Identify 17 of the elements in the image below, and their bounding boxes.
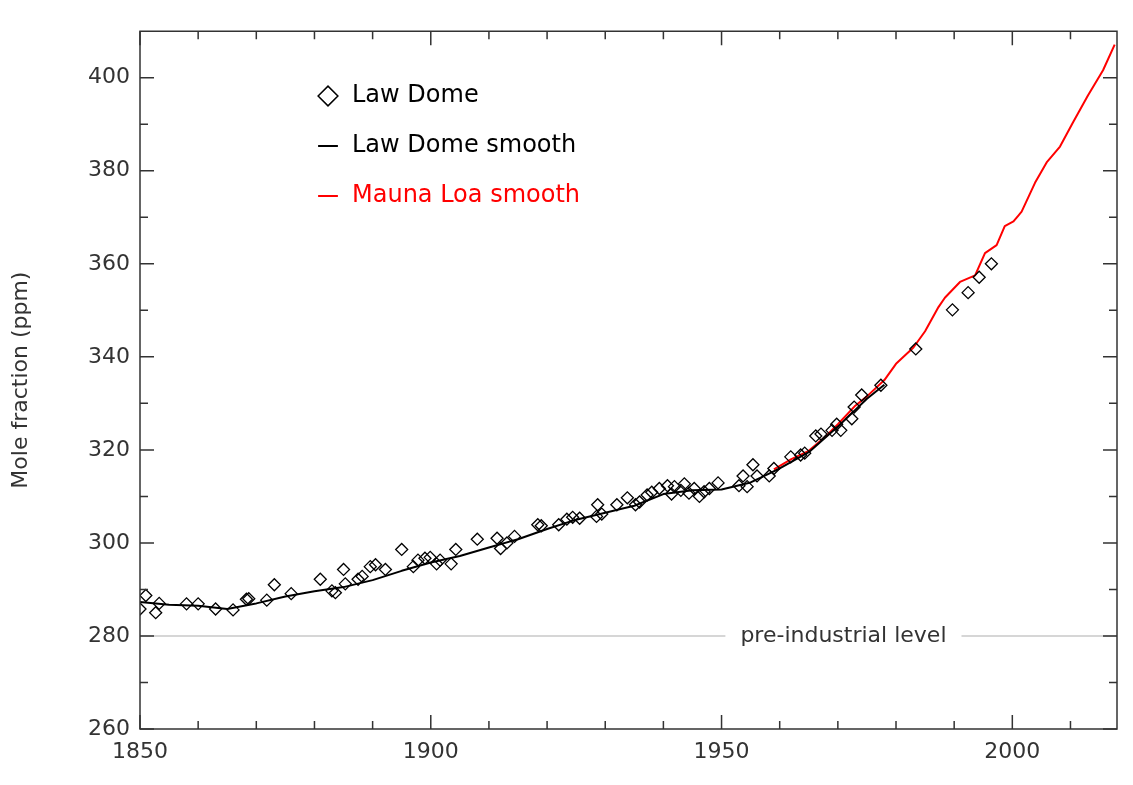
legend-label: Law Dome [352, 80, 479, 109]
y-tick-label: 380 [88, 156, 130, 182]
x-tick-label: 1900 [402, 737, 459, 763]
y-axis-title: Mole fraction (ppm) [6, 271, 32, 489]
y-tick-label: 400 [88, 63, 130, 89]
legend-label: Mauna Loa smooth [352, 180, 581, 209]
x-tick-label: 1950 [693, 737, 750, 763]
ref-line-label: pre-industrial level [740, 621, 947, 647]
x-tick-label: 2000 [984, 737, 1041, 763]
y-tick-label: 320 [88, 435, 130, 461]
y-tick-label: 260 [88, 714, 130, 740]
y-tick-label: 300 [88, 528, 130, 554]
y-tick-label: 280 [88, 621, 130, 647]
x-tick-label: 1850 [112, 737, 168, 763]
y-tick-label: 360 [88, 249, 130, 275]
legend-label: Law Dome smooth [352, 130, 577, 159]
y-tick-label: 340 [88, 342, 130, 368]
